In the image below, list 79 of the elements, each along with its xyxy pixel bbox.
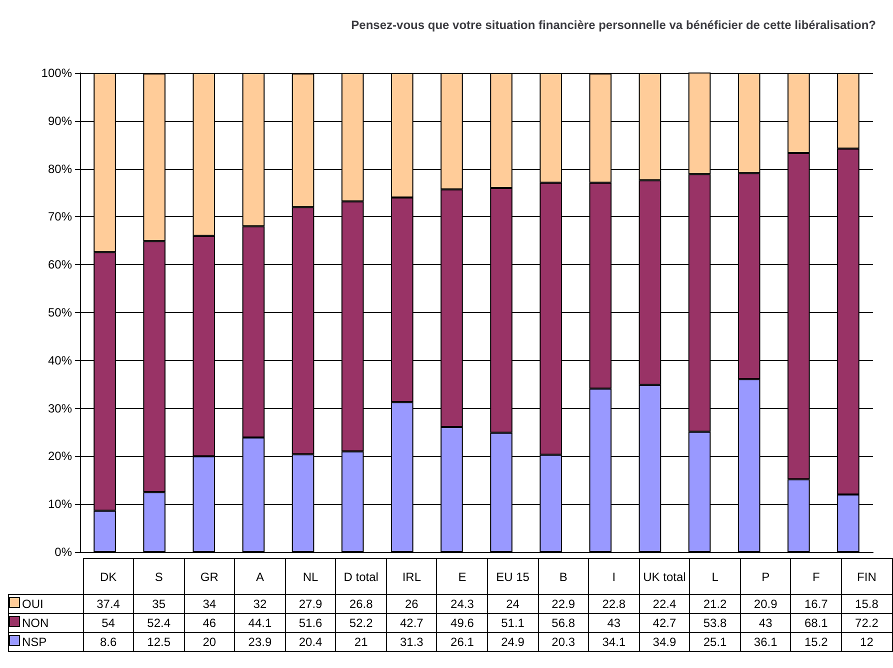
data-label: 34.9 — [639, 632, 690, 652]
data-label: 8.6 — [83, 632, 134, 652]
x-tick-label: P — [740, 558, 791, 594]
x-tick-label: F — [790, 558, 842, 594]
x-tick-label: FIN — [841, 558, 892, 594]
data-label: 27.9 — [285, 594, 336, 614]
data-label: 15.2 — [790, 632, 842, 652]
data-label: 22.8 — [588, 594, 640, 614]
x-tick-label: IRL — [386, 558, 437, 594]
x-tick-label: L — [690, 558, 740, 594]
data-label: 12 — [841, 632, 892, 652]
data-label: 42.7 — [639, 614, 690, 632]
data-label: 20.3 — [538, 632, 589, 652]
data-label: 24.3 — [436, 594, 488, 614]
data-label: 51.6 — [285, 614, 336, 632]
data-label: 44.1 — [234, 614, 286, 632]
x-tick-label: D total — [336, 558, 386, 594]
data-label: 68.1 — [790, 614, 842, 632]
x-tick-label: I — [588, 558, 640, 594]
y-tick-label: 70% — [48, 210, 72, 224]
data-label: 22.9 — [538, 594, 589, 614]
data-label: 54 — [83, 614, 134, 632]
data-label: 34 — [184, 594, 235, 614]
data-label: 43 — [740, 614, 791, 632]
y-tick-label: 90% — [48, 114, 72, 128]
x-tick-label: NL — [285, 558, 336, 594]
x-tick-label: A — [234, 558, 286, 594]
data-label: 49.6 — [436, 614, 488, 632]
x-tick-label: UK total — [639, 558, 690, 594]
data-label: 26 — [386, 594, 437, 614]
data-label: 21 — [336, 632, 386, 652]
data-label: 25.1 — [690, 632, 740, 652]
data-label: 26.8 — [336, 594, 386, 614]
chart-title: Pensez-vous que votre situation financière personnelle va bénéficier de cette libéralisation? — [351, 18, 876, 32]
data-label: 15.8 — [841, 594, 892, 614]
x-tick-label: S — [134, 558, 184, 594]
data-label: 16.7 — [790, 594, 842, 614]
x-tick-label: E — [436, 558, 488, 594]
data-label: 20 — [184, 632, 235, 652]
y-tick-label: 10% — [48, 497, 72, 512]
data-label: 56.8 — [538, 614, 589, 632]
data-label: 21.2 — [690, 594, 740, 614]
data-label: 43 — [588, 614, 640, 632]
y-tick-label: 30% — [48, 401, 72, 416]
x-tick-label: GR — [184, 558, 235, 594]
data-label: 31.3 — [386, 632, 437, 652]
legend-label: OUI — [8, 594, 83, 614]
data-label: 12.5 — [134, 632, 184, 652]
data-label: 24 — [488, 594, 538, 614]
data-label: 35 — [134, 594, 184, 614]
data-label: 52.2 — [336, 614, 386, 632]
y-tick-label: 100% — [41, 66, 72, 80]
y-tick-label: 40% — [48, 353, 72, 368]
legend-label: NON — [8, 614, 83, 632]
y-tick-label: 20% — [48, 449, 72, 464]
data-label: 37.4 — [83, 594, 134, 614]
data-label: 34.1 — [588, 632, 640, 652]
x-tick-label: DK — [83, 558, 134, 594]
legend-label: NSP — [8, 632, 83, 652]
data-label: 36.1 — [740, 632, 791, 652]
data-label: 52.4 — [134, 614, 184, 632]
data-label: 20.9 — [740, 594, 791, 614]
data-label: 26.1 — [436, 632, 488, 652]
data-label: 24.9 — [488, 632, 538, 652]
x-tick-label: B — [538, 558, 589, 594]
y-tick-label: 0% — [54, 545, 72, 559]
data-label: 32 — [234, 594, 286, 614]
data-label: 72.2 — [841, 614, 892, 632]
data-label: 20.4 — [285, 632, 336, 652]
data-label: 51.1 — [488, 614, 538, 632]
y-tick-label: 60% — [48, 258, 72, 272]
data-label: 46 — [184, 614, 235, 632]
data-label: 23.9 — [234, 632, 286, 652]
y-tick-label: 80% — [48, 162, 72, 176]
data-label: 42.7 — [386, 614, 437, 632]
data-label: 22.4 — [639, 594, 690, 614]
data-label: 53.8 — [690, 614, 740, 632]
x-tick-label: EU 15 — [488, 558, 538, 594]
y-tick-label: 50% — [48, 306, 72, 320]
